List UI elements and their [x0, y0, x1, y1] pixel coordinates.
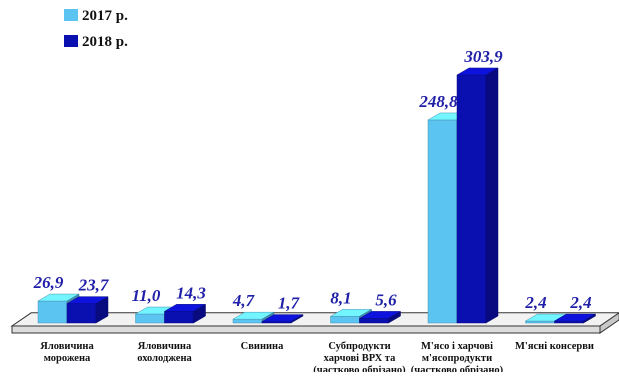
bar-front	[37, 300, 68, 324]
category-label-3: Субпродукти харчові ВРХ та (частково обріз…	[313, 341, 406, 372]
bar-front	[330, 316, 360, 324]
category-label-1: Яловичина охолоджена	[137, 341, 192, 364]
category-label-5: М'ясні консерви	[515, 341, 594, 352]
legend: 2017 р. 2018 р.	[64, 8, 128, 50]
floor-front	[11, 325, 601, 334]
bar-2018-0	[66, 296, 109, 324]
bar-2018-3	[358, 310, 402, 324]
bar-front	[427, 119, 458, 324]
value-label-2017-1: 11,0	[132, 286, 161, 305]
legend-swatch	[64, 35, 78, 47]
floor-side	[599, 312, 619, 334]
value-label-2018-1: 14,3	[176, 283, 206, 302]
bar-side	[388, 310, 401, 324]
bar-side	[95, 296, 109, 324]
bar-side	[290, 314, 304, 324]
bars	[37, 67, 597, 324]
value-label-2017-3: 8,1	[330, 288, 351, 307]
legend-entry-0: 2017 р.	[64, 8, 128, 24]
bar-2018-2	[261, 314, 304, 324]
legend-entry-1: 2018 р.	[64, 34, 128, 50]
bar-front	[359, 318, 389, 324]
value-label-2017-4: 248,8	[418, 92, 458, 111]
bar-side	[193, 303, 206, 324]
value-label-2017-5: 2,4	[524, 293, 546, 312]
bar-2018-1	[163, 303, 207, 324]
bar-front	[232, 318, 263, 324]
legend-label: 2018 р.	[82, 34, 128, 50]
legend-label: 2017 р.	[82, 8, 128, 24]
value-labels: 26,9 23,7 11,0 14,3 4,7 1,7 8,1 5,6 248,8 303,9 2,…	[33, 47, 592, 313]
value-label-2017-0: 26,9	[33, 273, 64, 292]
category-label-2: Свинина	[241, 341, 284, 352]
bar-side	[485, 67, 499, 324]
bar-2018-5	[553, 313, 597, 324]
value-label-2018-4: 303,9	[463, 47, 503, 66]
value-label-2017-2: 4,7	[232, 291, 256, 310]
bar-side	[583, 313, 596, 324]
bar-front	[554, 320, 584, 324]
bar-front	[456, 74, 487, 324]
bar-front	[66, 303, 97, 324]
category-labels: Яловичина морожена Яловичина охолоджена Свин…	[40, 341, 594, 376]
category-label-0: Яловичина морожена	[40, 341, 94, 364]
value-label-2018-0: 23,7	[78, 276, 110, 295]
bar-2018-4	[456, 67, 499, 324]
bar-front	[525, 320, 555, 324]
legend-swatch	[64, 9, 78, 21]
bar-front	[164, 311, 194, 324]
value-label-2018-2: 1,7	[278, 294, 301, 313]
value-label-2018-3: 5,6	[375, 290, 397, 309]
bar-front	[135, 313, 165, 324]
category-label-4: М'ясо і харчові м'ясопродукти (частково об…	[411, 341, 504, 372]
value-label-2018-5: 2,4	[569, 293, 591, 312]
